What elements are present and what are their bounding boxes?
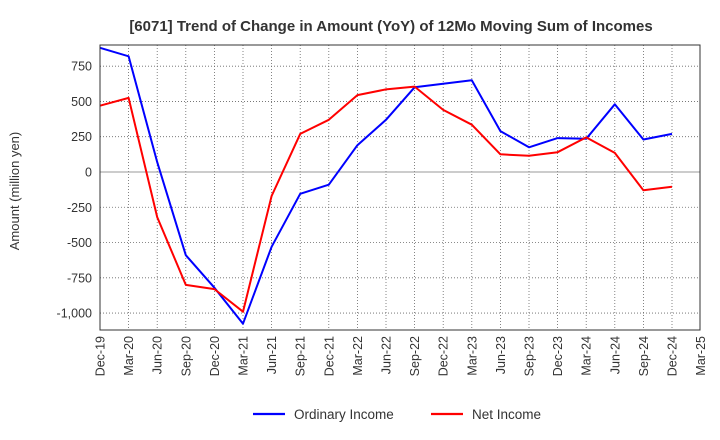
x-tick-label: Jun-23 xyxy=(494,336,508,374)
grid-lines xyxy=(100,45,700,330)
x-tick-labels: Dec-19 Mar-20 Jun-20 Sep-20 Dec-20 Mar-21 Jun-… xyxy=(94,336,709,376)
x-tick-label: Jun-24 xyxy=(608,336,622,374)
x-tick-label: Sep-20 xyxy=(179,336,193,376)
y-tick-label: -750 xyxy=(67,271,92,285)
y-tick-labels: 750 500 250 0 -250 -500 -750 -1,000 xyxy=(57,60,93,321)
y-tick-label: 250 xyxy=(71,130,92,144)
x-tick-label: Mar-20 xyxy=(122,336,136,376)
chart-title: [6071] Trend of Change in Amount (YoY) o… xyxy=(129,18,652,35)
y-tick-label: 0 xyxy=(85,165,92,179)
x-tick-label: Mar-25 xyxy=(694,336,708,376)
x-tick-label: Jun-20 xyxy=(151,336,165,374)
series-line-ordinary-income xyxy=(99,46,673,325)
x-tick-label: Jun-22 xyxy=(380,336,394,374)
x-tick-label: Dec-20 xyxy=(208,336,222,376)
y-tick-label: 750 xyxy=(71,60,92,74)
plot-border xyxy=(99,44,701,331)
x-tick-label: Sep-23 xyxy=(523,336,537,376)
y-tick-label: 500 xyxy=(71,95,92,109)
series-line-net-income xyxy=(99,85,673,313)
x-tick-label: Dec-23 xyxy=(551,336,565,376)
legend: Ordinary Income Net Income xyxy=(253,407,541,422)
y-axis-label: Amount (million yen) xyxy=(7,132,22,251)
x-tick-label: Sep-24 xyxy=(637,336,651,376)
x-tick-label: Dec-24 xyxy=(666,336,680,376)
x-tick-label: Mar-24 xyxy=(580,336,594,376)
y-tick-label: -250 xyxy=(67,201,92,215)
x-tick-label: Jun-21 xyxy=(265,336,279,374)
x-tick-label: Sep-22 xyxy=(408,336,422,376)
x-tick-label: Mar-21 xyxy=(237,336,251,376)
x-tick-label: Dec-22 xyxy=(437,336,451,376)
x-tick-label: Mar-23 xyxy=(465,336,479,376)
y-tick-label: -500 xyxy=(67,236,92,250)
x-tick-label: Dec-21 xyxy=(322,336,336,376)
legend-label: Net Income xyxy=(472,407,541,422)
x-tick-label: Sep-21 xyxy=(294,336,308,376)
series-lines xyxy=(99,46,673,325)
y-tick-label: -1,000 xyxy=(57,307,92,321)
legend-label: Ordinary Income xyxy=(294,407,394,422)
x-tick-label: Dec-19 xyxy=(94,336,108,376)
x-tick-label: Mar-22 xyxy=(351,336,365,376)
